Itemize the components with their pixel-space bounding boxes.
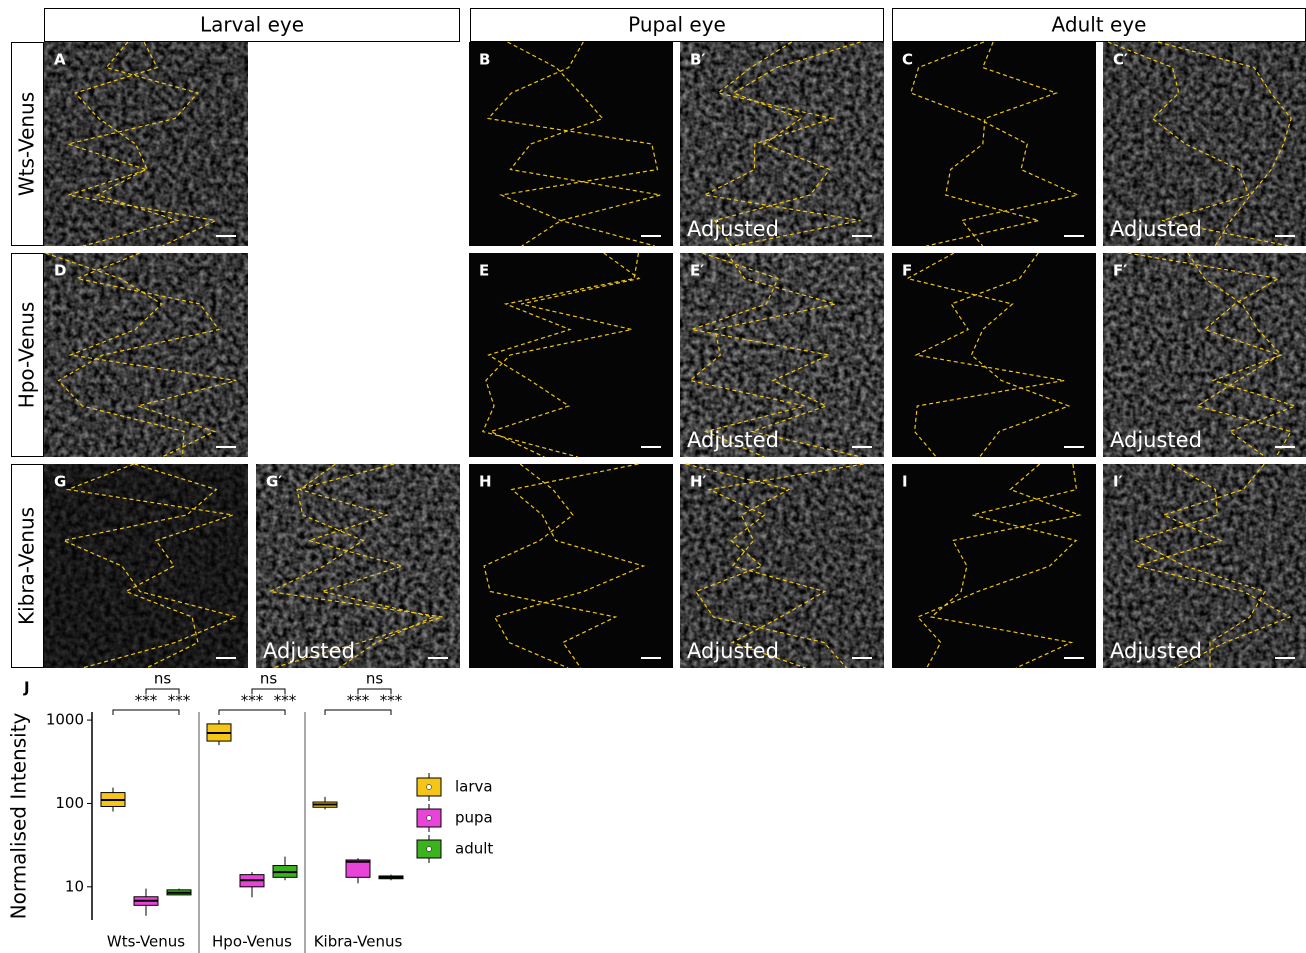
panel-label: H′	[690, 473, 707, 491]
panel-label: I	[902, 473, 908, 491]
image-panel: F	[892, 253, 1096, 457]
panel-label: F′	[1113, 262, 1127, 280]
legend-label: adult	[455, 840, 493, 858]
image-bg	[892, 253, 1096, 457]
panel-label: G	[54, 473, 66, 491]
image-panel: H′ Adjusted	[680, 464, 884, 668]
sig-label: ***	[168, 692, 191, 710]
image-panel: E′ Adjusted	[680, 253, 884, 457]
image-texture	[44, 42, 248, 246]
image-texture	[256, 464, 460, 668]
group-label: Wts-Venus	[107, 933, 185, 951]
image-panel: A	[44, 42, 248, 246]
row-label: Kibra-Venus	[15, 507, 39, 625]
sig-bracket	[325, 710, 391, 715]
panel-label: E′	[690, 262, 704, 280]
image-panel: B′ Adjusted	[680, 42, 884, 246]
header: Adult eye	[1052, 13, 1147, 37]
image-bg	[892, 464, 1096, 668]
image-texture	[680, 42, 884, 246]
image-texture	[1103, 42, 1306, 246]
image-panel: D	[44, 253, 248, 457]
adjusted-label: Adjusted	[687, 428, 779, 452]
image-texture	[44, 253, 248, 457]
y-tick-label: 10	[65, 877, 84, 895]
image-panel: F′ Adjusted	[1103, 253, 1306, 457]
image-texture	[44, 464, 248, 668]
sig-bracket	[219, 710, 285, 715]
adjusted-label: Adjusted	[1110, 428, 1202, 452]
image-panel: E	[469, 253, 673, 457]
sig-label: ns	[260, 670, 278, 688]
legend-dot	[427, 785, 432, 790]
adjusted-label: Adjusted	[687, 217, 779, 241]
image-panel: G′ Adjusted	[256, 464, 460, 668]
image-panel: G	[44, 464, 248, 668]
header: Larval eye	[200, 13, 304, 37]
panel-label: F	[902, 262, 912, 280]
sig-label: ***	[380, 692, 403, 710]
legend-dot	[427, 816, 432, 821]
panel-label: E	[479, 262, 489, 280]
image-texture	[1103, 253, 1306, 457]
panel-label: D	[54, 262, 66, 280]
y-axis-label: Normalised Intensity	[7, 712, 31, 919]
adjusted-label: Adjusted	[1110, 639, 1202, 663]
image-texture	[680, 253, 884, 457]
image-panel: C	[892, 42, 1096, 246]
adjusted-label: Adjusted	[263, 639, 355, 663]
sig-label: ns	[154, 670, 172, 688]
legend-label: pupa	[455, 809, 493, 827]
sig-label: ***	[135, 692, 158, 710]
image-bg	[469, 42, 673, 246]
group-label: Kibra-Venus	[314, 933, 403, 951]
y-tick-label: 1000	[46, 711, 84, 729]
panel-label: B	[479, 51, 490, 69]
header: Pupal eye	[628, 13, 726, 37]
sig-label: ***	[347, 692, 370, 710]
panel-label: A	[54, 51, 66, 69]
image-panel: H	[469, 464, 673, 668]
image-panel: C′ Adjusted	[1103, 42, 1306, 246]
image-panel: B	[469, 42, 673, 246]
image-panel: I′ Adjusted	[1103, 464, 1306, 668]
panel-label: G′	[266, 473, 282, 491]
sig-bracket	[113, 710, 179, 715]
image-bg	[469, 253, 673, 457]
legend-dot	[427, 847, 432, 852]
panel-label: C	[902, 51, 913, 69]
figure: Larval eye Pupal eye Adult eye Wts-Venus Hpo…	[0, 0, 1306, 953]
y-tick-label: 100	[55, 794, 84, 812]
panel-label: J	[23, 679, 30, 697]
adjusted-label: Adjusted	[687, 639, 779, 663]
image-texture	[680, 464, 884, 668]
image-texture	[1103, 464, 1306, 668]
legend-label: larva	[455, 778, 493, 796]
image-bg	[892, 42, 1096, 246]
group-label: Hpo-Venus	[212, 933, 292, 951]
sig-label: ns	[366, 670, 384, 688]
sig-label: ***	[241, 692, 264, 710]
panel-label: B′	[690, 51, 705, 69]
adjusted-label: Adjusted	[1110, 217, 1202, 241]
sig-label: ***	[274, 692, 297, 710]
row-label: Wts-Venus	[15, 92, 39, 196]
image-panel: I	[892, 464, 1096, 668]
panel-label: C′	[1113, 51, 1128, 69]
panel-label: I′	[1113, 473, 1123, 491]
panel-label: H	[479, 473, 492, 491]
row-label: Hpo-Venus	[15, 302, 39, 409]
